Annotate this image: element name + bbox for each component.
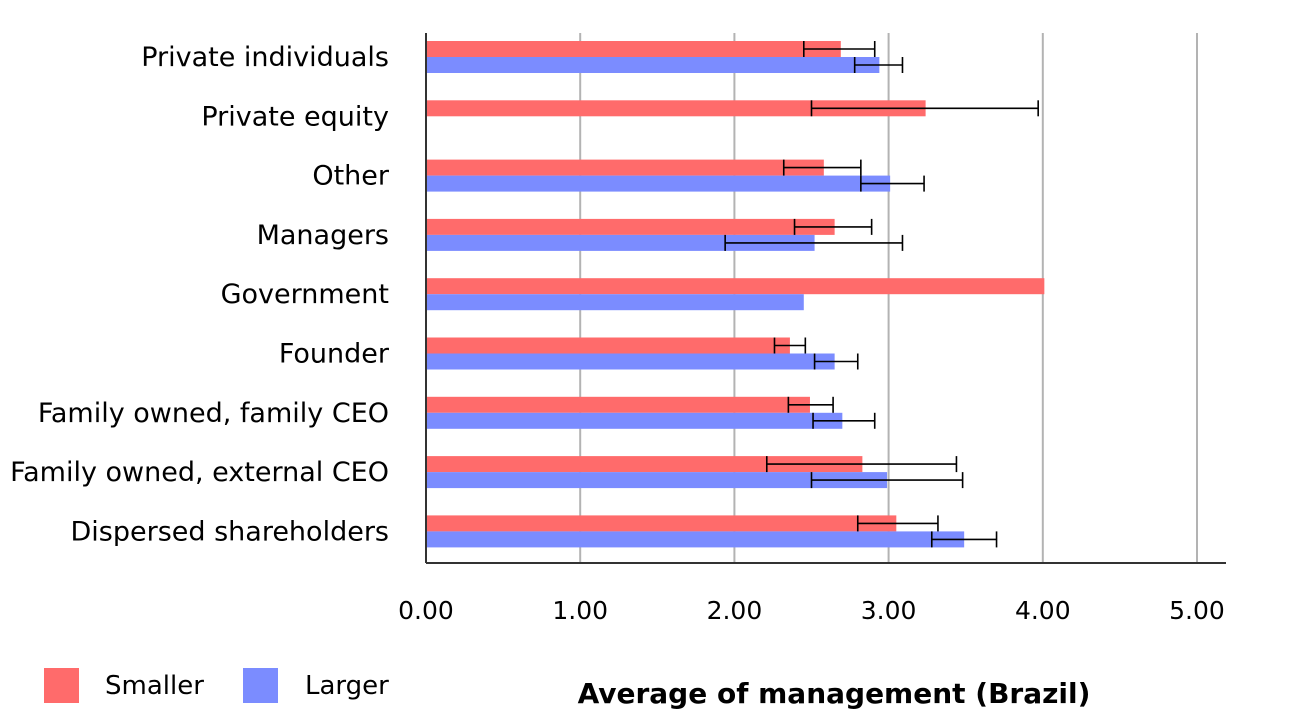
- x-tick-label: 2.00: [707, 596, 763, 625]
- bar-smaller: [426, 515, 897, 532]
- category-label: Government: [221, 279, 389, 310]
- bar-smaller: [426, 337, 790, 354]
- tick-labels: 0.00 1.00 2.00 3.00 4.00 5.00: [398, 596, 1225, 625]
- x-tick-label: 3.00: [861, 596, 917, 625]
- bar-smaller: [426, 41, 841, 57]
- bar-larger: [426, 294, 804, 311]
- bar-larger: [426, 353, 835, 370]
- legend-swatch-larger: [243, 668, 278, 703]
- category-label: Family owned, external CEO: [10, 457, 389, 488]
- category-labels: Private individuals Private equity Other Ma…: [10, 42, 390, 547]
- axes: [425, 33, 1226, 564]
- legend-label-smaller: Smaller: [105, 671, 204, 701]
- category-label: Managers: [257, 220, 389, 251]
- bar-smaller: [426, 100, 926, 117]
- x-tick-label: 1.00: [552, 596, 608, 625]
- legend-label-larger: Larger: [305, 671, 389, 701]
- bar-smaller: [426, 218, 835, 235]
- bar-larger: [426, 234, 815, 251]
- x-tick-label: 0.00: [398, 596, 454, 625]
- x-axis-title: Average of management (Brazil): [578, 677, 1091, 710]
- bar-larger: [426, 412, 843, 429]
- legend: Smaller Larger: [44, 668, 389, 703]
- category-label: Private equity: [201, 101, 389, 132]
- bar-smaller: [426, 159, 824, 176]
- category-label: Private individuals: [141, 42, 389, 73]
- category-label: Founder: [279, 339, 390, 370]
- category-label: Dispersed shareholders: [70, 516, 389, 547]
- bar-larger: [426, 175, 891, 192]
- bars: [426, 41, 1045, 548]
- bar-smaller: [426, 278, 1045, 295]
- bar-larger: [426, 472, 888, 489]
- bar-smaller: [426, 396, 810, 413]
- error-bars: [724, 41, 1039, 548]
- category-label: Other: [312, 161, 390, 192]
- bar-smaller: [426, 456, 863, 473]
- legend-swatch-smaller: [44, 668, 79, 703]
- bar-larger: [426, 531, 965, 548]
- x-tick-label: 5.00: [1169, 596, 1225, 625]
- bar-larger: [426, 57, 880, 73]
- x-tick-label: 4.00: [1015, 596, 1071, 625]
- category-label: Family owned, family CEO: [38, 398, 389, 429]
